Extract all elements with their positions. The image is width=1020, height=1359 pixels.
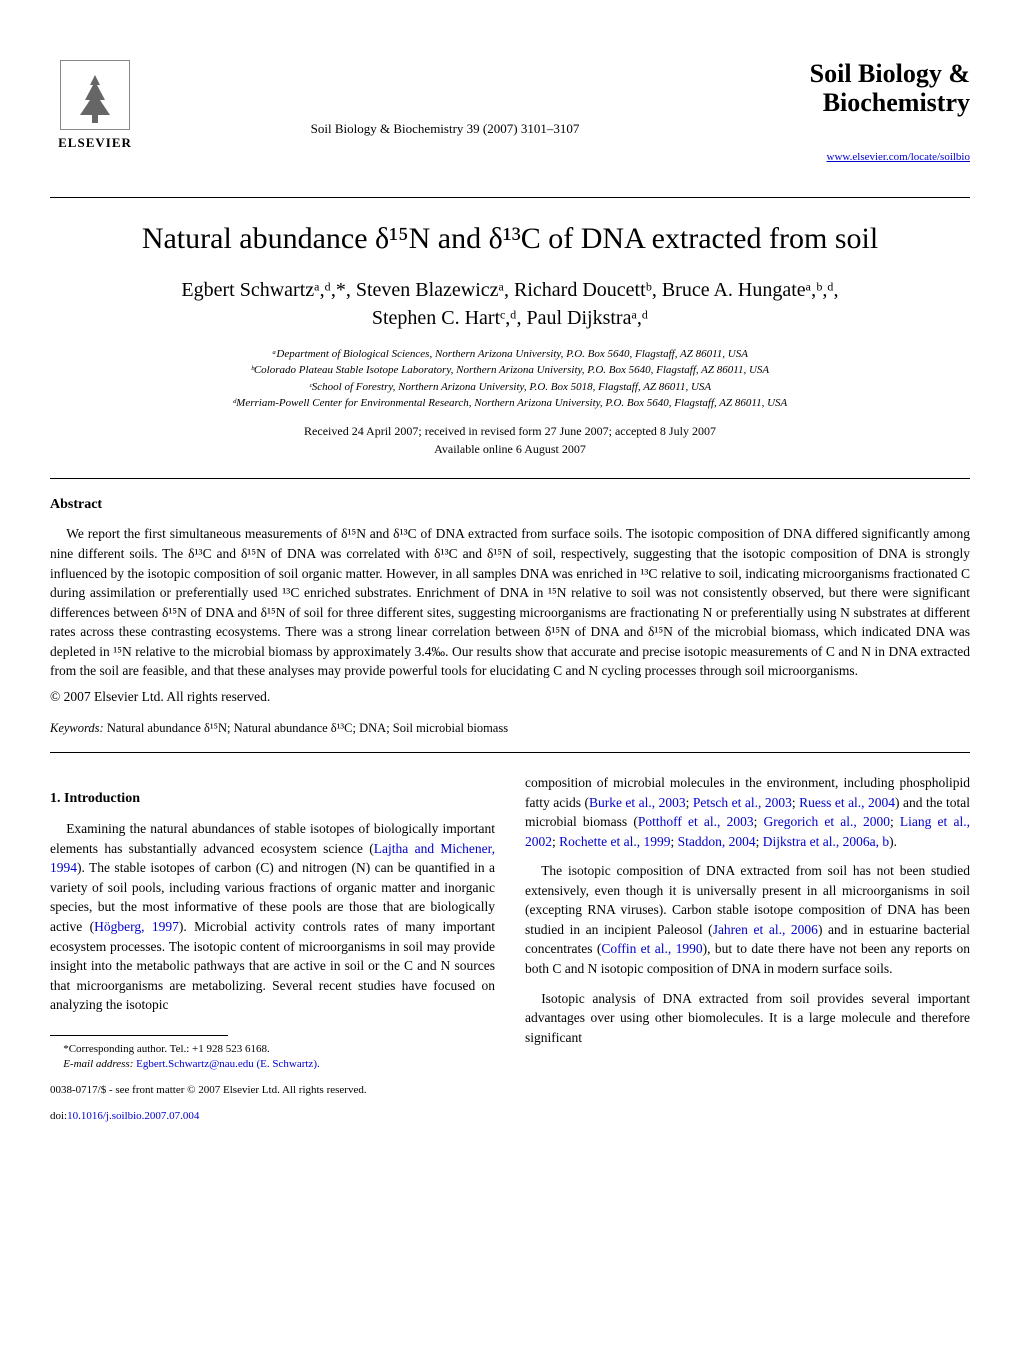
email-label: E-mail address: [63,1058,133,1070]
doi: doi:10.1016/j.soilbio.2007.07.004 [50,1109,495,1125]
citation-link[interactable]: Jahren et al., 2006 [713,922,818,937]
col2-paragraph-2: The isotopic composition of DNA extracte… [525,861,970,978]
citation-link[interactable]: Ruess et al., 2004 [799,795,895,810]
keywords-label: Keywords: [50,721,104,735]
affiliation-b: ᵇColorado Plateau Stable Isotope Laborat… [50,362,970,379]
citation-link[interactable]: Gregorich et al., 2000 [764,814,890,829]
journal-url-link[interactable]: www.elsevier.com/locate/soilbio [827,151,970,163]
affiliation-d: ᵈMerriam-Powell Center for Environmental… [50,395,970,412]
keywords-text: Natural abundance δ¹⁵N; Natural abundanc… [107,721,508,735]
citation-link[interactable]: Petsch et al., 2003 [693,795,792,810]
email-link[interactable]: Egbert.Schwartz@nau.edu (E. Schwartz). [136,1058,320,1070]
journal-brand-title: Soil Biology & Biochemistry [750,60,970,117]
citation-link[interactable]: Rochette et al., 1999 [559,834,670,849]
affiliation-c: ᶜSchool of Forestry, Northern Arizona Un… [50,379,970,396]
header: ELSEVIER Soil Biology & Biochemistry 39 … [50,60,970,167]
footnote-divider [50,1035,228,1036]
dates-received: Received 24 April 2007; received in revi… [50,422,970,440]
citation-link[interactable]: Coffin et al., 1990 [601,941,702,956]
dates-online: Available online 6 August 2007 [50,440,970,458]
publisher-logo: ELSEVIER [50,60,140,152]
copyright: © 2007 Elsevier Ltd. All rights reserved… [50,687,970,707]
journal-reference: Soil Biology & Biochemistry 39 (2007) 31… [140,60,750,138]
abstract-heading: Abstract [50,495,970,515]
keywords: Keywords: Natural abundance δ¹⁵N; Natura… [50,720,970,738]
front-matter: 0038-0717/$ - see front matter © 2007 El… [50,1083,495,1099]
divider [50,478,970,479]
citation-link[interactable]: Dijkstra et al., 2006a, b [763,834,889,849]
abstract-text: We report the first simultaneous measure… [50,524,970,706]
article-title: Natural abundance δ¹⁵N and δ¹³C of DNA e… [50,218,970,260]
col2-paragraph-3: Isotopic analysis of DNA extracted from … [525,989,970,1048]
publication-dates: Received 24 April 2007; received in revi… [50,422,970,458]
corresponding-author: *Corresponding author. Tel.: +1 928 523 … [50,1042,495,1057]
doi-link[interactable]: 10.1016/j.soilbio.2007.07.004 [67,1110,199,1122]
authors-line1: Egbert Schwartzᵃ,ᵈ,*, Steven Blazewiczᵃ,… [181,279,838,301]
authors-line2: Stephen C. Hartᶜ,ᵈ, Paul Dijkstraᵃ,ᵈ [372,307,648,329]
intro-heading: 1. Introduction [50,789,495,809]
body-columns: 1. Introduction Examining the natural ab… [50,773,970,1125]
citation-link[interactable]: Potthoff et al., 2003 [638,814,754,829]
email-footnote: E-mail address: Egbert.Schwartz@nau.edu … [50,1057,495,1072]
citation-link[interactable]: Staddon, 2004 [678,834,756,849]
abstract-paragraph: We report the first simultaneous measure… [50,524,970,681]
column-right: composition of microbial molecules in th… [525,773,970,1125]
divider [50,752,970,753]
elsevier-tree-icon [60,60,130,130]
col2-paragraph-1: composition of microbial molecules in th… [525,773,970,851]
intro-paragraph-1: Examining the natural abundances of stab… [50,819,495,1015]
citation-link[interactable]: Högberg, 1997 [94,919,179,934]
journal-brand: Soil Biology & Biochemistry www.elsevier… [750,60,970,167]
affiliations: ᵃDepartment of Biological Sciences, Nort… [50,346,970,412]
column-left: 1. Introduction Examining the natural ab… [50,773,495,1125]
citation-link[interactable]: Burke et al., 2003 [589,795,686,810]
divider [50,197,970,198]
publisher-name: ELSEVIER [58,134,132,152]
affiliation-a: ᵃDepartment of Biological Sciences, Nort… [50,346,970,363]
authors: Egbert Schwartzᵃ,ᵈ,*, Steven Blazewiczᵃ,… [50,276,970,332]
